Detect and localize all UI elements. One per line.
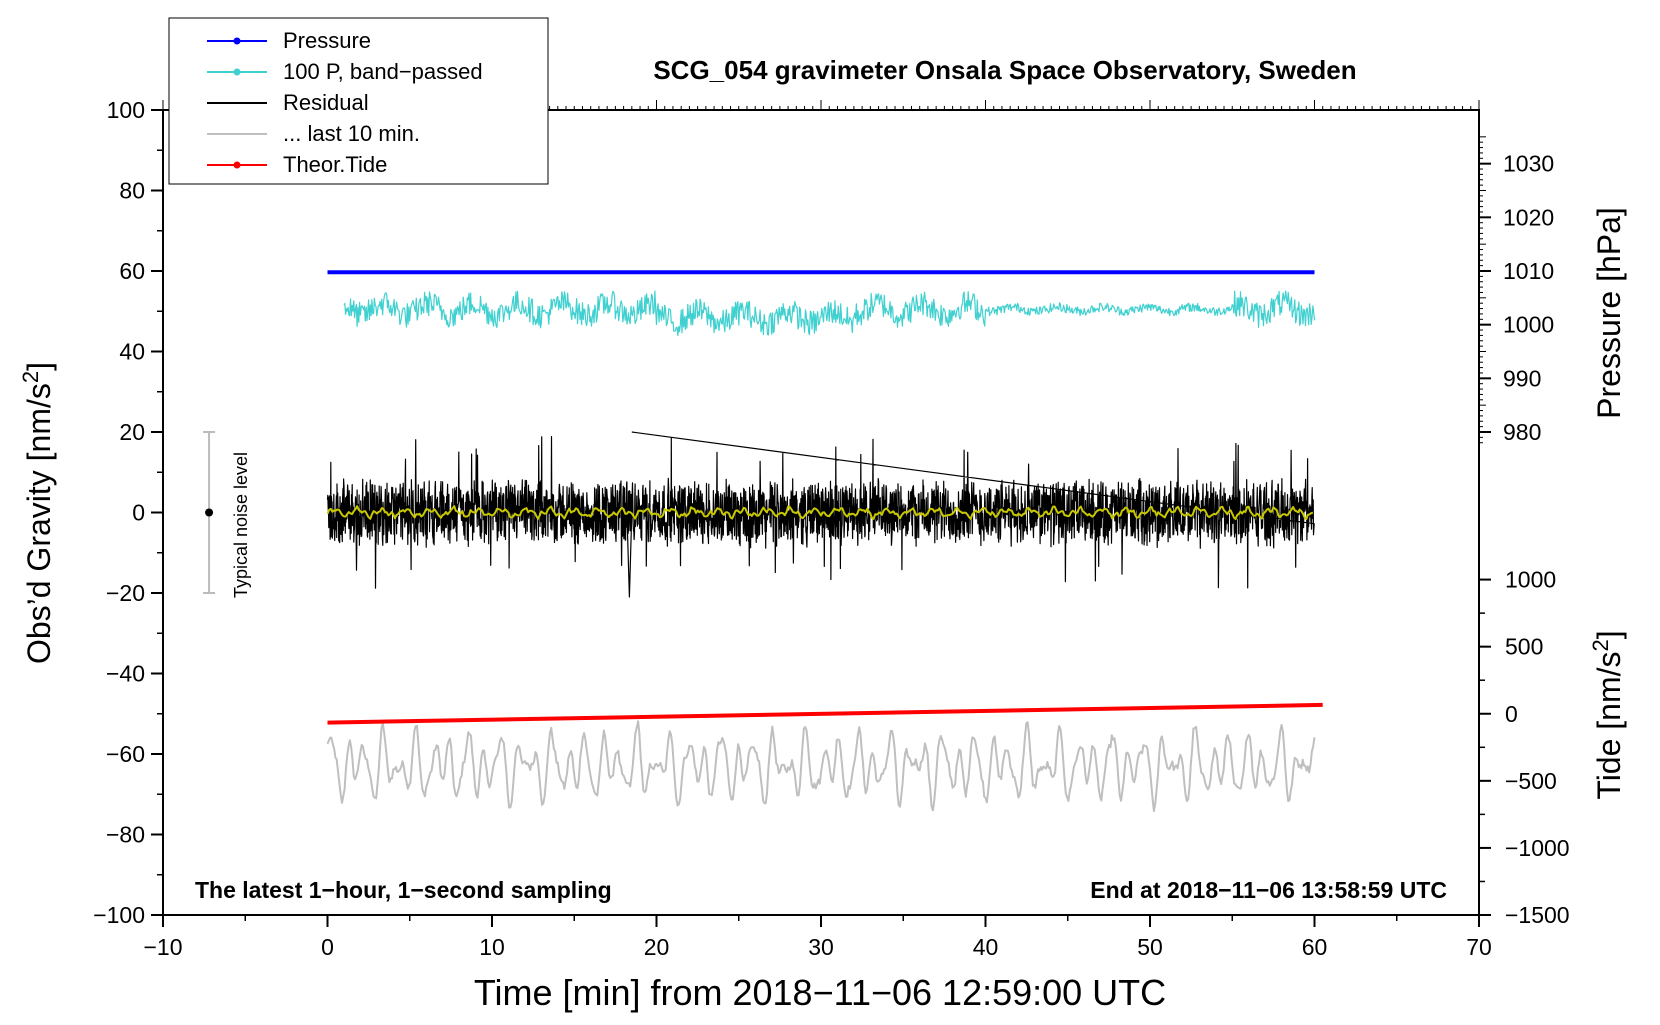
pressure-tick-label: 1030 xyxy=(1503,151,1554,177)
y-left-tick-label: −100 xyxy=(93,902,145,928)
x-tick-label: 40 xyxy=(973,934,999,960)
axes-layer: −10 0 10 20 30 40 50 60 70100806040200−20−40−60−… xyxy=(93,97,1569,960)
y-left-tick-label: 60 xyxy=(119,258,145,284)
legend-items: Pressure 100 P, band−passed Residual ... la… xyxy=(207,28,483,177)
y-left-tick-label: 100 xyxy=(107,97,145,123)
pressure-tick-label: 1010 xyxy=(1503,258,1554,284)
x-tick-label: 20 xyxy=(644,934,670,960)
y-left-tick-label: 0 xyxy=(132,500,145,526)
legend-marker xyxy=(233,68,241,76)
tide-tick-label: 500 xyxy=(1505,634,1543,660)
series-last-10-min xyxy=(326,720,1316,813)
annotation-end-time: End at 2018−11−06 13:58:59 UTC xyxy=(1090,877,1447,903)
legend-label: 100 P, band−passed xyxy=(283,59,483,84)
y-left-tick-label: −20 xyxy=(106,580,145,606)
pressure-tick-label: 980 xyxy=(1503,419,1541,445)
x-tick-label: 10 xyxy=(479,934,505,960)
annotation-sampling: The latest 1−hour, 1−second sampling xyxy=(195,877,612,903)
noise-level-label: Typical noise level xyxy=(231,452,251,598)
tide-tick-label: −1000 xyxy=(1505,835,1570,861)
y-left-tick-label: 80 xyxy=(119,178,145,204)
series-theoretical-tide xyxy=(327,702,1323,725)
legend-marker xyxy=(233,37,241,45)
x-tick-label: 30 xyxy=(808,934,834,960)
x-tick-label: −10 xyxy=(143,934,182,960)
tide-tick-label: 0 xyxy=(1505,701,1518,727)
chart-title: SCG_054 gravimeter Onsala Space Observat… xyxy=(653,55,1356,85)
y-label-tide-sup: 2 xyxy=(1588,639,1613,651)
y-axis-label-tide: Tide [nm/s2] xyxy=(1588,630,1628,799)
y-axis-label-pressure: Pressure [hPa] xyxy=(1591,207,1627,419)
legend-label: ... last 10 min. xyxy=(283,121,420,146)
series-layer xyxy=(203,270,1323,813)
x-axis-label: Time [min] from 2018−11−06 12:59:00 UTC xyxy=(474,972,1166,1013)
y-label-gravity-sup: 2 xyxy=(18,371,43,383)
plot-frame xyxy=(162,109,1480,916)
legend-label: Residual xyxy=(283,90,369,115)
legend-label: Theor.Tide xyxy=(283,152,387,177)
legend: Pressure 100 P, band−passed Residual ... la… xyxy=(168,17,549,185)
legend-box xyxy=(168,17,549,185)
x-tick-label: 50 xyxy=(1137,934,1163,960)
x-tick-label: 0 xyxy=(321,934,334,960)
y-left-tick-label: −60 xyxy=(106,741,145,767)
y-label-gravity-end: ] xyxy=(21,362,57,371)
series-residual-smoothed xyxy=(326,505,1314,521)
x-tick-label: 60 xyxy=(1302,934,1328,960)
tide-tick-label: 1000 xyxy=(1505,567,1556,593)
y-label-tide-main: Tide [nm/s xyxy=(1591,651,1627,799)
y-axis-label-gravity: Obs’d Gravity [nm/s2] xyxy=(18,362,58,664)
pressure-tick-label: 990 xyxy=(1503,365,1541,391)
y-left-tick-label: −40 xyxy=(106,661,145,687)
noise-bar-point xyxy=(205,508,214,517)
series-band-passed-pressure xyxy=(343,290,1316,337)
y-left-tick-label: 20 xyxy=(119,419,145,445)
series-residual-spike xyxy=(626,512,633,598)
x-tick-label: 70 xyxy=(1466,934,1492,960)
y-label-tide-end: ] xyxy=(1591,630,1627,639)
legend-marker xyxy=(233,161,241,169)
legend-label: Pressure xyxy=(283,28,371,53)
pressure-tick-label: 1020 xyxy=(1503,204,1554,230)
pressure-tick-label: 1000 xyxy=(1503,312,1554,338)
y-label-gravity-main: Obs’d Gravity [nm/s xyxy=(21,383,57,664)
y-left-tick-label: 40 xyxy=(119,339,145,365)
y-left-tick-label: −80 xyxy=(106,822,145,848)
tide-tick-label: −1500 xyxy=(1505,902,1570,928)
tide-tick-label: −500 xyxy=(1505,768,1557,794)
